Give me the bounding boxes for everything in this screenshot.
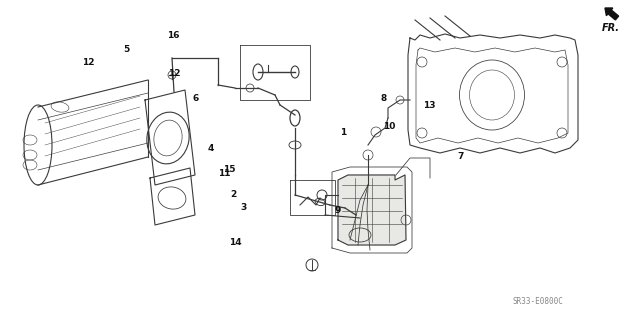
Text: 12: 12 — [82, 58, 95, 67]
Text: 14: 14 — [229, 238, 242, 247]
Text: 9: 9 — [335, 206, 341, 215]
Text: SR33-E0800C: SR33-E0800C — [513, 296, 563, 306]
Text: 5: 5 — [124, 45, 130, 54]
Text: 7: 7 — [458, 152, 464, 161]
Text: 11: 11 — [218, 169, 230, 178]
Text: 8: 8 — [381, 94, 387, 103]
Text: 16: 16 — [166, 31, 179, 40]
Text: 6: 6 — [192, 94, 198, 103]
Text: FR.: FR. — [602, 23, 620, 33]
Text: 13: 13 — [422, 101, 435, 110]
Text: 1: 1 — [340, 128, 346, 137]
Text: 3: 3 — [240, 203, 246, 212]
FancyArrow shape — [605, 8, 619, 20]
Polygon shape — [338, 175, 406, 245]
Text: 10: 10 — [383, 122, 396, 130]
Text: 12: 12 — [168, 69, 180, 78]
Text: 15: 15 — [223, 165, 236, 174]
Text: 2: 2 — [230, 190, 237, 199]
Text: 4: 4 — [208, 144, 214, 153]
